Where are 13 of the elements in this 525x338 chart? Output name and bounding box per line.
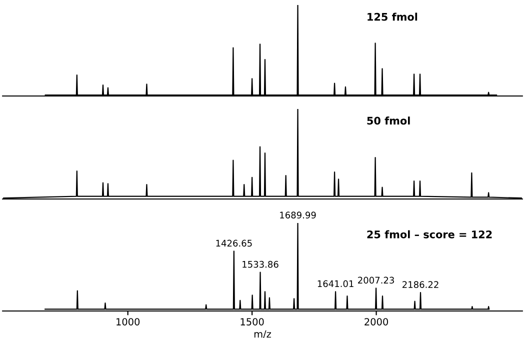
text: 50 fmol <box>367 116 410 125</box>
x-tick-label: 1000 <box>116 318 140 326</box>
x-tick-label: 2000 <box>364 318 388 326</box>
annotation: 1641.01 <box>318 280 354 288</box>
annotation: 1533.86 <box>242 260 278 268</box>
annotation: 2186.22 <box>402 281 438 288</box>
annotation: 1426.65 <box>216 240 252 247</box>
x-tick-label: 1500 <box>240 318 264 326</box>
text: 25 fmol – score = 122 <box>367 230 492 238</box>
annotation: 2007.23 <box>358 276 394 284</box>
x-axis-title: m/z <box>254 330 272 338</box>
annotation: 1689.99 <box>280 212 316 218</box>
text: 125 fmol <box>368 12 418 21</box>
